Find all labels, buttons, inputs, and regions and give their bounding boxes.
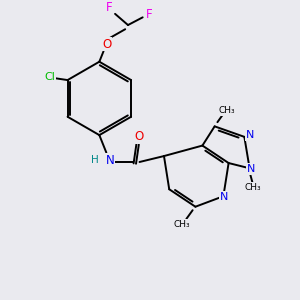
Text: N: N xyxy=(220,192,228,202)
Text: CH₃: CH₃ xyxy=(174,220,190,229)
Text: N: N xyxy=(105,154,114,167)
Text: CH₃: CH₃ xyxy=(245,183,261,192)
Text: H: H xyxy=(91,154,99,165)
Text: CH₃: CH₃ xyxy=(219,106,235,115)
Text: F: F xyxy=(146,8,152,21)
Text: F: F xyxy=(106,1,112,14)
Text: N: N xyxy=(247,164,256,174)
Text: O: O xyxy=(102,38,112,51)
Text: O: O xyxy=(134,130,143,143)
Text: Cl: Cl xyxy=(44,72,55,82)
Text: N: N xyxy=(245,130,254,140)
